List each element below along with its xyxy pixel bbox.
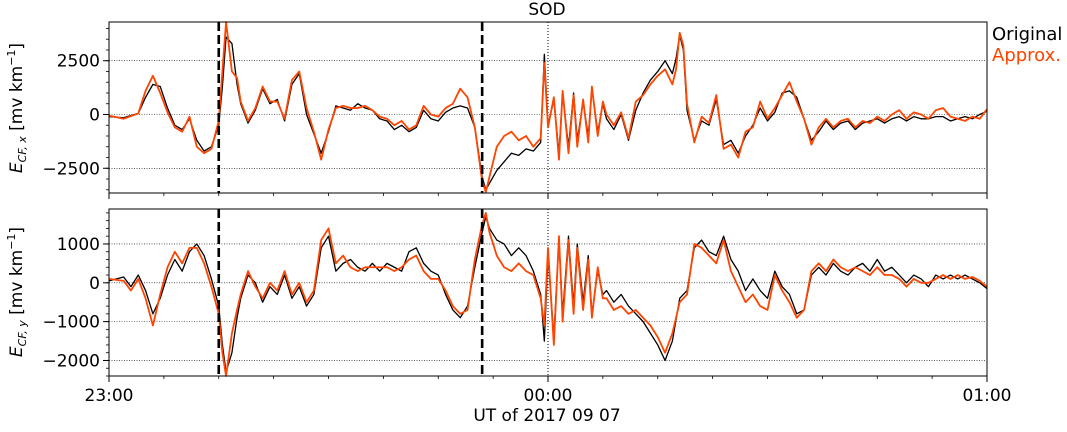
ytick-label: 2500: [57, 52, 100, 72]
ylabel-bottom-close: ]: [7, 227, 27, 234]
series-line-approx: [109, 213, 987, 376]
ytick-label: −2500: [42, 159, 100, 179]
ylabel-top-main: E: [7, 162, 27, 173]
panel-ecf-y: −2000 −1000 0 1000 23:00 00:00 01:00: [42, 209, 1011, 406]
xtick-label: 00:00: [524, 386, 573, 406]
figure-title: SOD: [528, 0, 565, 20]
ylabel-bottom: ECF, y [mv km−1]: [5, 227, 29, 357]
ytick-label: 0: [89, 274, 100, 294]
legend-entry-approx: Approx.: [992, 45, 1061, 66]
svg-text:ECF, y [mv km−1]: ECF, y [mv km−1]: [5, 227, 29, 357]
legend: Original Approx.: [992, 24, 1062, 66]
x-axis-label: UT of 2017 09 07: [473, 406, 620, 426]
svg-text:ECF, x [mv km−1]: ECF, x [mv km−1]: [5, 43, 29, 173]
ylabel-bottom-main: E: [7, 346, 27, 357]
xtick-label: 23:00: [85, 386, 134, 406]
ylabel-bottom-sub: CF, y: [16, 320, 29, 347]
ylabel-top-unit: [mv km: [7, 66, 27, 136]
ytick-label: 0: [89, 105, 100, 125]
xtick-label: 01:00: [963, 386, 1012, 406]
ytick-label: −1000: [42, 313, 100, 333]
ylabel-top-exp: −1: [5, 50, 18, 66]
ylabel-top-sub: CF, x: [16, 136, 29, 163]
panel-ecf-x: −2500 0 2500: [42, 22, 987, 199]
ytick-label: −2000: [42, 351, 100, 371]
axes-frame: [109, 22, 987, 193]
legend-entry-original: Original: [992, 24, 1062, 45]
ylabel-bottom-unit: [mv km: [7, 250, 27, 320]
ytick-label: 1000: [57, 235, 100, 255]
ylabel-bottom-exp: −1: [5, 234, 18, 250]
ylabel-top: ECF, x [mv km−1]: [5, 43, 29, 173]
ylabel-top-close: ]: [7, 43, 27, 50]
